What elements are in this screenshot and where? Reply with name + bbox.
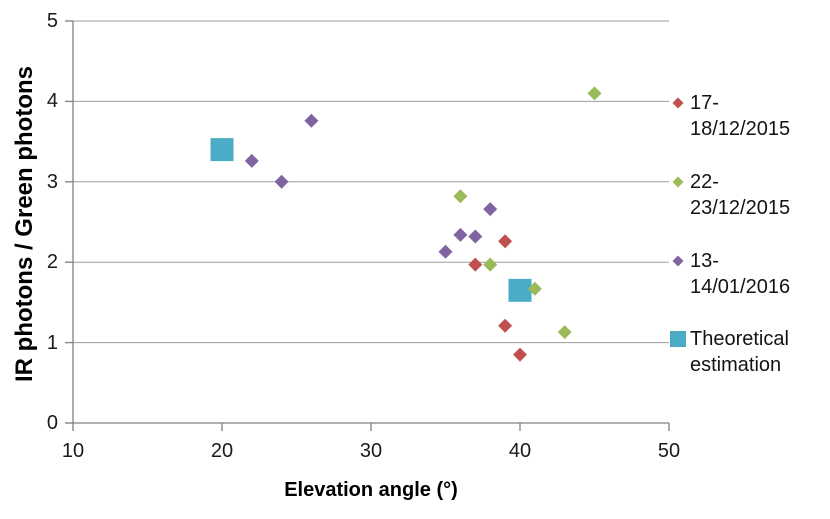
- y-tick-label: 5: [46, 10, 58, 32]
- legend-item-theoretical-estimation: Theoretical estimation: [668, 326, 812, 378]
- legend-item-17-18-12-2015: 17-18/12/2015: [668, 90, 812, 142]
- legend-diamond-marker-icon: [672, 97, 684, 109]
- x-tick-label: 50: [657, 440, 681, 462]
- y-tick-label: 0: [46, 412, 58, 434]
- legend-label: Theoretical estimation: [690, 328, 789, 376]
- x-tick-label: 20: [210, 440, 234, 462]
- data-point: [557, 325, 572, 340]
- x-tick-label: 10: [61, 440, 85, 462]
- y-axis-title: IR photons / Green photons: [11, 66, 38, 382]
- data-point: [468, 257, 483, 272]
- x-axis-title: Elevation angle (°): [284, 479, 458, 501]
- data-point: [483, 257, 498, 272]
- legend-item-13-14-01-2016: 13-14/01/2016: [668, 248, 812, 300]
- data-point: [274, 174, 289, 189]
- data-point: [513, 347, 527, 362]
- data-point: [453, 189, 468, 204]
- data-point: [498, 234, 513, 249]
- legend-square-marker-icon: [670, 331, 686, 347]
- legend-label: 17-18/12/2015: [690, 92, 791, 140]
- data-point: [244, 153, 259, 168]
- x-tick-label: 30: [359, 440, 383, 462]
- data-point: [527, 281, 542, 296]
- y-tick-label: 4: [46, 90, 58, 113]
- data-point: [508, 278, 532, 302]
- data-point: [304, 113, 319, 128]
- x-tick-label: 40: [508, 440, 532, 462]
- data-point: [210, 138, 234, 162]
- data-point: [468, 229, 483, 244]
- data-point: [587, 86, 602, 101]
- data-point: [483, 202, 498, 217]
- data-point: [438, 244, 453, 259]
- legend-diamond-marker-icon: [672, 176, 684, 188]
- legend-diamond-marker-icon: [672, 255, 684, 267]
- legend-label: 22-23/12/2015: [690, 171, 791, 219]
- legend-item-22-23-12-2015: 22-23/12/2015: [668, 169, 812, 221]
- data-point: [498, 318, 513, 333]
- y-tick-label: 3: [46, 170, 58, 193]
- data-point: [453, 227, 468, 242]
- y-tick-label: 2: [46, 251, 58, 274]
- legend-label: 13-14/01/2016: [690, 250, 791, 298]
- y-tick-label: 1: [46, 331, 58, 354]
